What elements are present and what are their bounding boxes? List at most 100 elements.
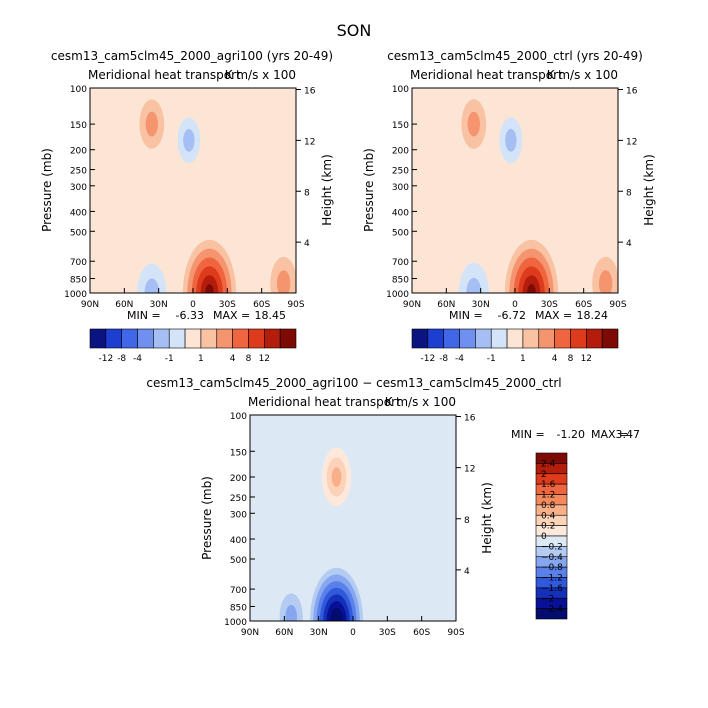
latitude-axis: 90N 60N 30N 0 30S 60S 90S [241, 616, 465, 638]
contour-field [250, 415, 456, 621]
colorbar-box [427, 328, 444, 349]
colorbar-label: −0.2 [541, 542, 563, 552]
pressure-tick-label: 200 [70, 147, 87, 157]
pressure-tick-label: 700 [230, 586, 247, 596]
colorbar-box [121, 328, 138, 349]
colorbar-box [554, 328, 571, 349]
max-value: 18.45 [255, 309, 287, 322]
colorbar-box [264, 328, 281, 349]
pressure-tick-label: 1000 [64, 290, 87, 300]
colorbar-label: −1.6 [541, 584, 563, 594]
max-label: MAX = [535, 309, 572, 322]
latitude-tick-label: 90S [609, 300, 626, 310]
colorbar-label: -12 [98, 354, 113, 364]
pressure-tick-label: 300 [392, 183, 409, 193]
max-value: 3.47 [616, 428, 641, 441]
latitude-tick-label: 30S [219, 300, 236, 310]
contour-level [144, 278, 160, 293]
pressure-tick-label: 150 [70, 121, 87, 131]
height-tick-label: 16 [304, 87, 316, 97]
colorbar-box [232, 328, 249, 349]
min-value: -6.33 [176, 309, 204, 322]
colorbar-box [475, 328, 492, 349]
colorbar-label: −0.4 [541, 553, 563, 563]
pressure-tick-label: 400 [70, 208, 87, 218]
colorbar-label: 0.8 [541, 501, 556, 511]
contour-level [276, 270, 291, 293]
colorbar-box [538, 328, 555, 349]
contour-level [466, 277, 482, 293]
pressure-tick-label: 1000 [386, 290, 409, 300]
pressure-tick-label: 250 [70, 167, 87, 177]
colorbar-label: 4 [230, 354, 236, 364]
colorbar-label: 0 [541, 532, 547, 542]
height-tick-label: 16 [626, 87, 638, 97]
latitude-tick-label: 30S [379, 628, 396, 638]
pressure-tick-label: 700 [392, 258, 409, 268]
panel-subtitle-left: Meridional heat transport [410, 68, 563, 82]
latitude-tick-label: 90N [403, 300, 421, 310]
contour-level [505, 128, 517, 152]
colorbar-label: -1 [165, 354, 174, 364]
contour-level [145, 111, 158, 137]
colorbar-label: -8 [117, 354, 126, 364]
pressure-tick-label: 300 [70, 183, 87, 193]
latitude-tick-label: 0 [512, 300, 518, 310]
pressure-tick-label: 300 [230, 510, 247, 520]
panel-agri100: cesm13_cam5clm45_2000_agri100 (yrs 20-49… [40, 49, 334, 364]
panel-title: cesm13_cam5clm45_2000_ctrl (yrs 20-49) [387, 49, 643, 63]
colorbar-box [522, 328, 540, 349]
max-label: MAX = [591, 428, 628, 441]
y-axis-label: Pressure (mb) [362, 148, 376, 232]
colorbar-box [184, 328, 202, 349]
min-label: MIN = [127, 309, 161, 322]
latitude-tick-label: 30N [310, 628, 328, 638]
right-axis-label: Height (km) [642, 154, 656, 225]
colorbar-box [200, 328, 218, 349]
colorbar-label: 1 [520, 354, 526, 364]
panel-subtitle-right: K m/s x 100 [547, 68, 618, 82]
latitude-axis: 90N 60N 30N 0 30S 60S 90S [403, 288, 627, 310]
latitude-tick-label: 60N [437, 300, 455, 310]
height-axis: 16 12 8 4 [296, 87, 316, 249]
colorbar-box [216, 328, 233, 349]
height-tick-label: 4 [464, 567, 470, 577]
latitude-tick-label: 90N [241, 628, 259, 638]
pressure-tick-label: 500 [70, 228, 87, 238]
colorbar-label: 2 [541, 470, 547, 480]
panel-subtitle-left: Meridional heat transport [88, 68, 241, 82]
panel-subtitle-left: Meridional heat transport [248, 395, 401, 409]
pressure-tick-label: 700 [70, 258, 87, 268]
colorbar-label: 8 [246, 354, 252, 364]
colorbar: 2.421.61.20.80.40.20−0.2−0.4−0.8−1.2−1.6… [535, 452, 568, 620]
height-tick-label: 4 [304, 239, 310, 249]
height-tick-label: 8 [464, 516, 470, 526]
latitude-tick-label: 60S [253, 300, 270, 310]
height-tick-label: 8 [626, 188, 632, 198]
colorbar-label: -4 [455, 354, 464, 364]
panel-subtitle-right: K m/s x 100 [225, 68, 296, 82]
latitude-tick-label: 30N [150, 300, 168, 310]
colorbar-label: 1 [198, 354, 204, 364]
pressure-tick-label: 100 [230, 412, 247, 422]
pressure-tick-label: 1000 [224, 618, 247, 628]
colorbar-box [459, 328, 476, 349]
contour-level [598, 270, 613, 293]
latitude-tick-label: 60N [115, 300, 133, 310]
latitude-tick-label: 60S [413, 628, 430, 638]
panel-ctrl: cesm13_cam5clm45_2000_ctrl (yrs 20-49) M… [362, 49, 656, 364]
colorbar-box [586, 328, 603, 349]
pressure-axis: 100 150 200 250 300 400 500 700 850 1000 [64, 85, 95, 300]
colorbar-box [153, 328, 170, 349]
height-tick-label: 4 [626, 239, 632, 249]
colorbar-label: −2 [541, 594, 554, 604]
colorbar-box [506, 328, 524, 349]
colorbar: -12 -8 -4 -1 1 4 8 12 [89, 328, 297, 364]
contour-level [467, 111, 480, 137]
colorbar-label: 8 [568, 354, 574, 364]
panel-title: cesm13_cam5clm45_2000_agri100 (yrs 20-49… [51, 49, 333, 63]
pressure-tick-label: 500 [230, 556, 247, 566]
colorbar: -12 -8 -4 -1 1 4 8 12 [411, 328, 619, 364]
colorbar-label: 12 [581, 354, 592, 364]
